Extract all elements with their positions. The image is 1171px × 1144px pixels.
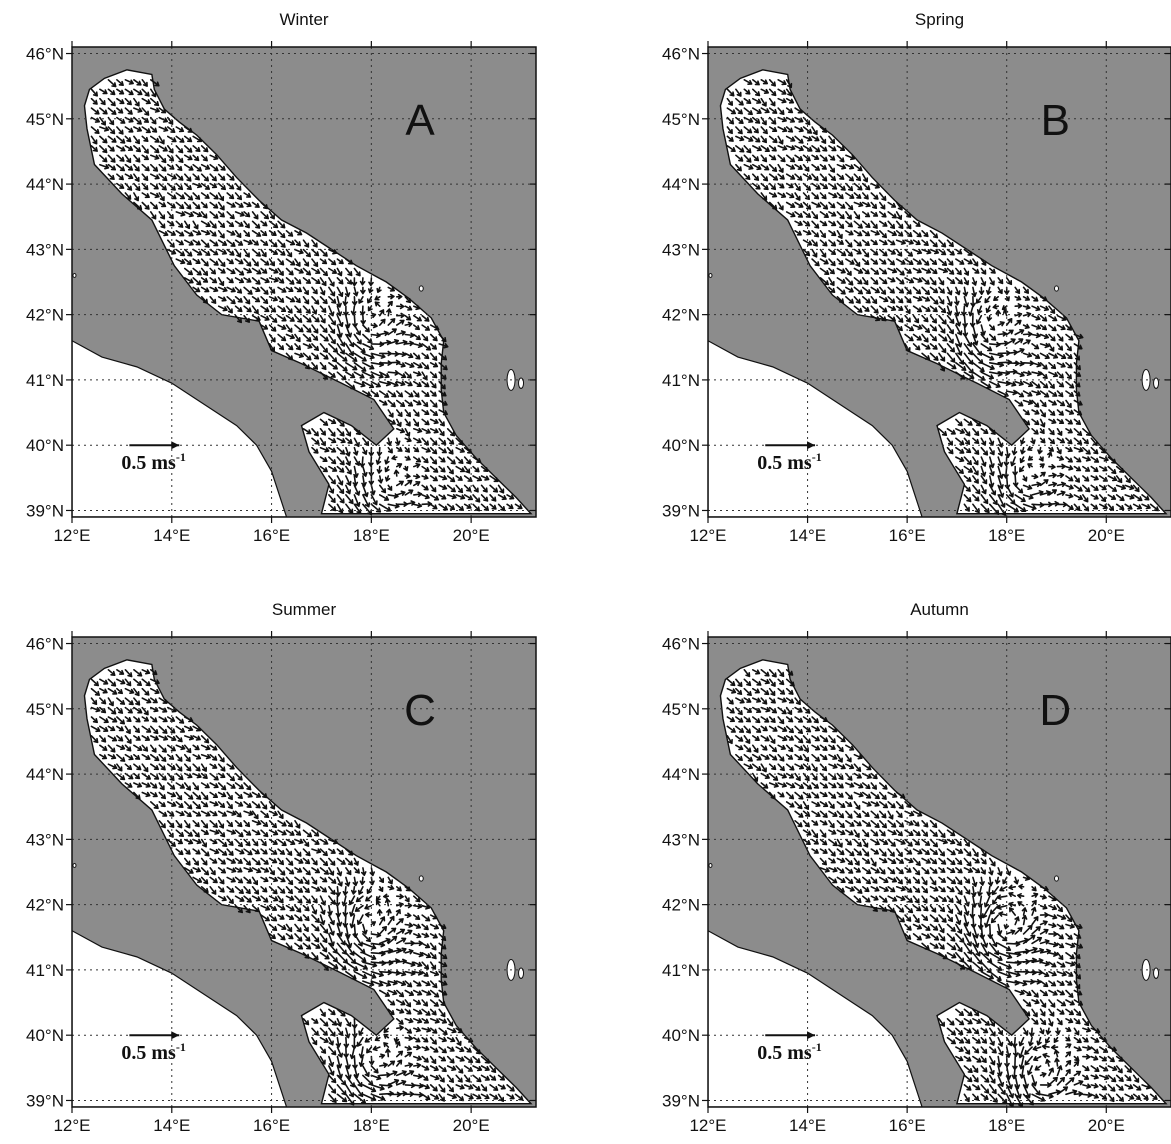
y-tick-label: 46°N <box>662 635 700 654</box>
map-frame <box>707 46 1171 518</box>
x-tick-label: 12°E <box>53 1116 90 1135</box>
panel-title: Summer <box>272 600 337 619</box>
panel-letter: A <box>405 96 435 145</box>
scale-label: 0.5 ms-1 <box>121 1040 185 1064</box>
y-tick-label: 40°N <box>662 1026 700 1045</box>
island <box>418 285 424 292</box>
x-tick-label: 20°E <box>453 1116 490 1135</box>
y-tick-label: 46°N <box>662 45 700 64</box>
y-tick-label: 46°N <box>26 45 64 64</box>
panel-letter: B <box>1041 96 1070 145</box>
x-tick-label: 18°E <box>353 526 390 545</box>
island <box>518 967 525 979</box>
scale-label: 0.5 ms-1 <box>757 1040 821 1064</box>
x-tick-label: 12°E <box>53 526 90 545</box>
x-tick-label: 12°E <box>689 526 726 545</box>
current-vectors <box>726 669 1158 1107</box>
y-tick-label: 45°N <box>662 700 700 719</box>
y-tick-label: 41°N <box>662 961 700 980</box>
island <box>418 875 424 882</box>
y-tick-label: 40°N <box>662 436 700 455</box>
panel-title: Autumn <box>910 600 969 619</box>
x-tick-label: 16°E <box>889 1116 926 1135</box>
map-panel-spring: 12°E 14°E 16°E 18°E 20°E 39°N 40°N 41°N 42°N 43°N… <box>662 10 1171 545</box>
y-tick-label: 39°N <box>26 1091 64 1110</box>
y-tick-label: 46°N <box>26 635 64 654</box>
island <box>1054 285 1059 292</box>
map-panel-winter: 12°E 14°E 16°E 18°E 20°E 39°N 40°N 41°N 42°N 43°N… <box>26 10 537 545</box>
italy-landmass <box>708 340 923 517</box>
x-tick-label: 14°E <box>789 526 826 545</box>
island <box>708 863 713 868</box>
y-tick-label: 43°N <box>662 240 700 259</box>
x-tick-label: 14°E <box>789 1116 826 1135</box>
x-tick-label: 20°E <box>453 526 490 545</box>
panel-title: Spring <box>915 10 964 29</box>
italy-landmass <box>708 930 923 1107</box>
x-tick-label: 18°E <box>353 1116 390 1135</box>
y-tick-label: 41°N <box>26 371 64 390</box>
panel-title: Winter <box>279 10 328 29</box>
y-tick-label: 43°N <box>26 240 64 259</box>
y-tick-label: 45°N <box>26 110 64 129</box>
y-tick-label: 45°N <box>662 110 700 129</box>
y-tick-label: 43°N <box>662 830 700 849</box>
y-tick-label: 42°N <box>662 896 700 915</box>
y-tick-label: 40°N <box>26 1026 64 1045</box>
island <box>1153 377 1160 389</box>
current-vectors <box>90 79 523 516</box>
panel-letter: C <box>404 686 436 735</box>
y-tick-label: 43°N <box>26 830 64 849</box>
y-tick-label: 40°N <box>26 436 64 455</box>
map-frame <box>71 46 537 518</box>
x-tick-label: 16°E <box>889 526 926 545</box>
island <box>1153 967 1160 979</box>
current-vectors <box>726 79 1160 516</box>
x-tick-label: 14°E <box>153 526 190 545</box>
x-tick-label: 18°E <box>988 1116 1025 1135</box>
italy-landmass <box>72 930 288 1107</box>
y-tick-label: 45°N <box>26 700 64 719</box>
x-tick-label: 16°E <box>253 526 290 545</box>
y-tick-label: 41°N <box>662 371 700 390</box>
map-frame <box>707 636 1171 1108</box>
scale-label: 0.5 ms-1 <box>121 450 185 474</box>
island <box>708 273 713 278</box>
x-tick-label: 12°E <box>689 1116 726 1135</box>
y-tick-label: 42°N <box>662 306 700 325</box>
italy-landmass <box>72 340 288 517</box>
y-tick-label: 42°N <box>26 306 64 325</box>
island <box>72 863 77 868</box>
x-tick-label: 14°E <box>153 1116 190 1135</box>
x-tick-label: 20°E <box>1088 1116 1125 1135</box>
y-tick-label: 44°N <box>662 175 700 194</box>
island <box>72 273 77 278</box>
x-tick-label: 16°E <box>253 1116 290 1135</box>
y-tick-label: 44°N <box>662 765 700 784</box>
y-tick-label: 41°N <box>26 961 64 980</box>
x-tick-label: 18°E <box>988 526 1025 545</box>
y-tick-label: 44°N <box>26 175 64 194</box>
current-vectors <box>90 669 524 1106</box>
y-tick-label: 39°N <box>26 501 64 520</box>
island <box>518 377 525 389</box>
scale-label: 0.5 ms-1 <box>757 450 821 474</box>
map-frame <box>71 636 537 1108</box>
y-tick-label: 44°N <box>26 765 64 784</box>
graticule-grid <box>707 47 1171 517</box>
y-tick-label: 42°N <box>26 896 64 915</box>
map-panel-summer: 12°E 14°E 16°E 18°E 20°E 39°N 40°N 41°N 42°N 43°N… <box>26 600 537 1135</box>
y-tick-label: 39°N <box>662 501 700 520</box>
x-tick-label: 20°E <box>1088 526 1125 545</box>
y-tick-label: 39°N <box>662 1091 700 1110</box>
island <box>1054 875 1059 882</box>
map-panel-autumn: 12°E 14°E 16°E 18°E 20°E 39°N 40°N 41°N 42°N 43°N… <box>662 600 1171 1135</box>
panel-letter: D <box>1039 686 1071 735</box>
